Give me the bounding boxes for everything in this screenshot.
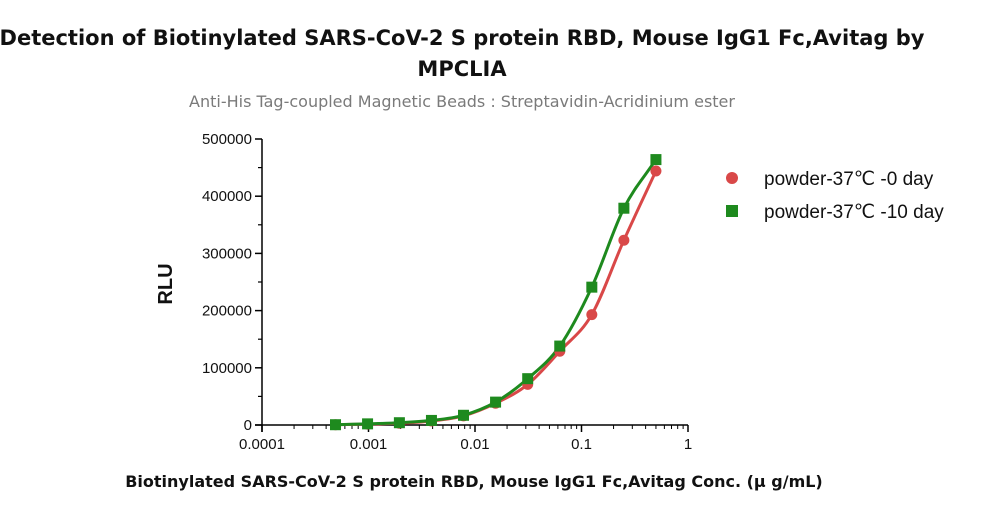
data-point-series-1 xyxy=(522,373,534,385)
data-point-series-0 xyxy=(650,165,662,177)
fit-curve-series-1 xyxy=(335,158,658,427)
x-tick-label: 0.0001 xyxy=(239,436,285,453)
chart-subtitle: Anti-His Tag-coupled Magnetic Beads : St… xyxy=(189,92,735,111)
x-tick-label: 0.01 xyxy=(460,436,489,453)
data-point-series-1 xyxy=(554,340,566,352)
y-tick-label: 200000 xyxy=(202,303,252,320)
y-tick-label: 400000 xyxy=(202,188,252,205)
data-point-series-1 xyxy=(490,396,502,408)
data-point-series-1 xyxy=(425,414,437,426)
legend-label: powder-37℃ -0 day xyxy=(764,169,934,190)
data-point-series-1 xyxy=(650,154,662,166)
x-tick-label: 1 xyxy=(684,436,692,453)
y-tick-label: 100000 xyxy=(202,360,252,377)
data-point-series-1 xyxy=(362,418,374,430)
x-tick-label: 0.001 xyxy=(350,436,388,453)
y-tick-label: 0 xyxy=(244,417,252,434)
fit-curve-series-0 xyxy=(335,170,658,427)
data-point-series-1 xyxy=(586,281,598,293)
x-axis-label: Biotinylated SARS-CoV-2 S protein RBD, M… xyxy=(125,472,823,491)
legend-label: powder-37℃ -10 day xyxy=(764,202,944,223)
chart-title: Detection of Biotinylated SARS-CoV-2 S p… xyxy=(0,26,925,50)
y-axis-label: RLU xyxy=(155,263,177,304)
legend-marker-square xyxy=(726,205,738,217)
legend: powder-37℃ -0 day powder-37℃ -10 day xyxy=(726,169,944,223)
fit-curves xyxy=(335,158,658,427)
axes: 0 100000 200000 300000 400000 500000 0.0001 0.0… xyxy=(202,131,692,453)
data-point-series-1 xyxy=(330,419,342,431)
y-tick-label: 300000 xyxy=(202,245,252,262)
data-point-series-1 xyxy=(393,417,405,429)
x-tick-label: 0.1 xyxy=(571,436,592,453)
legend-marker-circle xyxy=(726,172,738,184)
data-point-series-1 xyxy=(458,409,470,421)
data-point-series-0 xyxy=(586,309,598,321)
chart-title-line-2: MPCLIA xyxy=(417,57,507,81)
y-tick-label: 500000 xyxy=(202,131,252,148)
data-point-series-1 xyxy=(618,202,630,214)
data-point-series-0 xyxy=(618,234,630,246)
data-points xyxy=(330,154,662,431)
